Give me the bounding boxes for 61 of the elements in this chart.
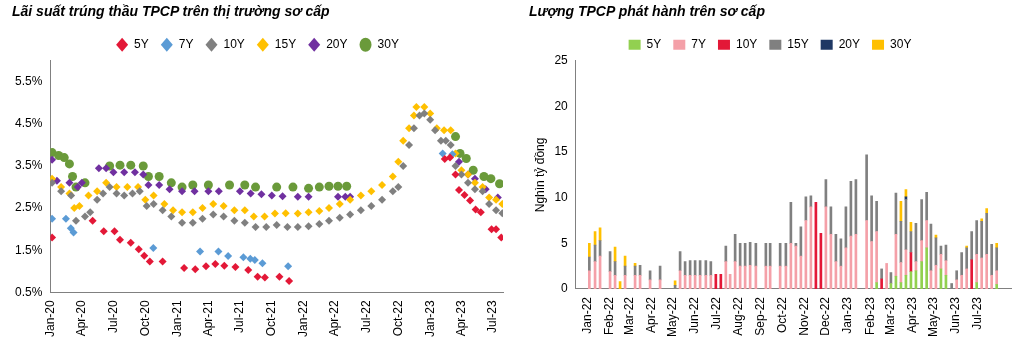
y-tick-label: 20 [554, 98, 569, 113]
x-tick-label: Apr-20 [74, 300, 89, 337]
legend-label: 15Y [787, 37, 809, 52]
legend-label: 5Y [646, 37, 662, 52]
x-tick-label: Mar-22 [621, 296, 636, 335]
x-tick-label: Oct-22 [774, 296, 789, 333]
x-tick-label: Jul-22 [358, 299, 373, 333]
y-tick-label: 5 [561, 235, 569, 250]
legend-label: 20Y [326, 37, 348, 52]
y-tick-label: 2.5% [14, 200, 43, 215]
x-tick-label: Jan-22 [296, 299, 311, 338]
x-tick-label: Jul-23 [969, 296, 984, 330]
x-tick-label: Apr-22 [643, 296, 658, 334]
x-tick-label: Jul-22 [708, 296, 723, 330]
legend-label: 30Y [377, 37, 399, 52]
x-tick-label: Jan-21 [169, 299, 184, 338]
x-tick-label: Jun-23 [948, 296, 963, 334]
chart-title: Lãi suất trúng thầu TPCP trên thị trường sơ cấp [12, 3, 331, 20]
y-tick-label: 5.5% [14, 74, 43, 89]
x-tick-label: Jul-23 [485, 299, 500, 333]
x-tick-label: May-23 [926, 296, 941, 337]
x-tick-label: Jan-20 [42, 299, 57, 338]
x-tick-label: Jan-22 [579, 296, 594, 334]
y-tick-label: 10 [554, 190, 569, 205]
x-tick-label: Apr-22 [327, 300, 342, 337]
x-tick-label: Apr-23 [453, 300, 468, 337]
x-tick-label: Feb-23 [862, 296, 877, 336]
y-tick-label: 3.5% [14, 158, 43, 173]
x-tick-label: Apr-23 [904, 296, 919, 334]
x-tick-label: Oct-21 [264, 299, 279, 337]
x-tick-label: Jul-20 [105, 299, 120, 333]
x-tick-label: Nov-22 [796, 296, 811, 336]
legend-label: 7Y [691, 37, 706, 52]
x-tick-label: Oct-22 [390, 299, 405, 337]
legend-label: 15Y [274, 37, 297, 52]
x-tick-label: May-22 [665, 296, 680, 337]
y-tick-label: 15 [554, 144, 569, 159]
chart-title: Lượng TPCP phát hành trên sơ cấp [529, 3, 766, 20]
x-tick-label: Dec-22 [818, 296, 833, 336]
legend-label: 10Y [223, 37, 245, 52]
legend-label: 30Y [890, 37, 912, 52]
y-tick-label: 0 [561, 281, 569, 296]
y-tick-label: 1.5% [14, 242, 43, 257]
x-tick-label: Aug-22 [731, 296, 746, 336]
x-tick-label: Jul-21 [232, 299, 247, 333]
x-tick-label: Jan-23 [422, 299, 437, 338]
x-tick-label: Oct-20 [137, 299, 152, 337]
legend-label: 10Y [735, 37, 758, 52]
x-tick-label: Jun-22 [687, 296, 702, 334]
x-tick-label: Mar-23 [882, 296, 897, 335]
legend-label: 20Y [838, 37, 861, 52]
x-tick-label: Feb-22 [601, 296, 616, 336]
y-axis-title: Nghìn tỷ đồng [532, 137, 547, 213]
x-tick-label: Sep-22 [753, 296, 768, 336]
y-tick-label: 25 [554, 53, 569, 68]
x-tick-label: Jan-23 [840, 296, 855, 334]
y-tick-label: 4.5% [14, 116, 43, 131]
y-tick-label: 0.5% [14, 284, 43, 299]
legend-label: 7Y [178, 37, 194, 52]
x-tick-label: Apr-21 [200, 300, 215, 337]
legend-label: 5Y [134, 37, 149, 52]
